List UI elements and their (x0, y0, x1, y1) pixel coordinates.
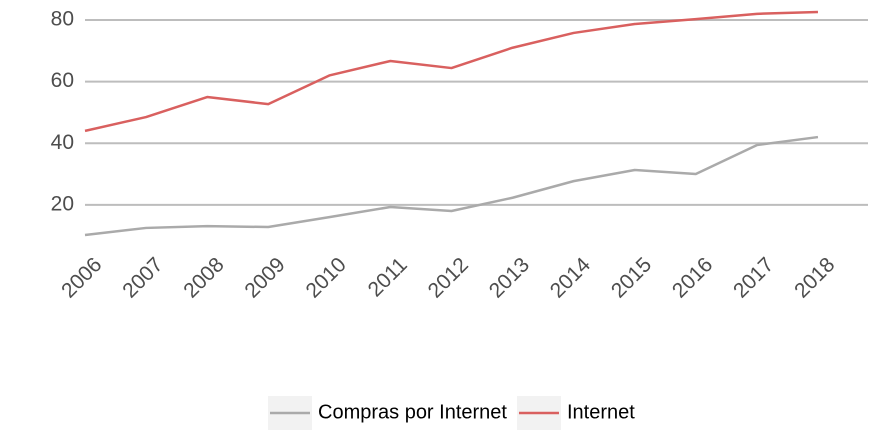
legend-label: Compras por Internet (318, 401, 507, 423)
x-tick-label: 2012 (424, 253, 473, 302)
y-tick-label: 60 (51, 69, 74, 92)
line (84, 10, 818, 133)
y-tick-label: 40 (51, 131, 74, 154)
x-tick-label: 2017 (729, 253, 778, 302)
x-tick-label: 2010 (301, 253, 350, 302)
x-tick-label: 2007 (118, 253, 167, 302)
x-tick-label: 2006 (57, 253, 106, 302)
x-tick-label: 2008 (179, 253, 228, 302)
x-tick-label: 2018 (790, 253, 839, 302)
x-tick-label: 2009 (240, 253, 289, 302)
x-tick-label: 2014 (546, 253, 596, 303)
line (84, 135, 819, 237)
x-tick-label: 2015 (607, 253, 656, 302)
x-tick-label: 2013 (485, 253, 534, 302)
legend-label: Internet (567, 401, 635, 423)
y-tick-label: 80 (51, 8, 74, 31)
x-tick-label: 2011 (364, 253, 412, 301)
x-tick-label: 2016 (668, 253, 717, 302)
y-tick-label: 20 (51, 192, 74, 215)
